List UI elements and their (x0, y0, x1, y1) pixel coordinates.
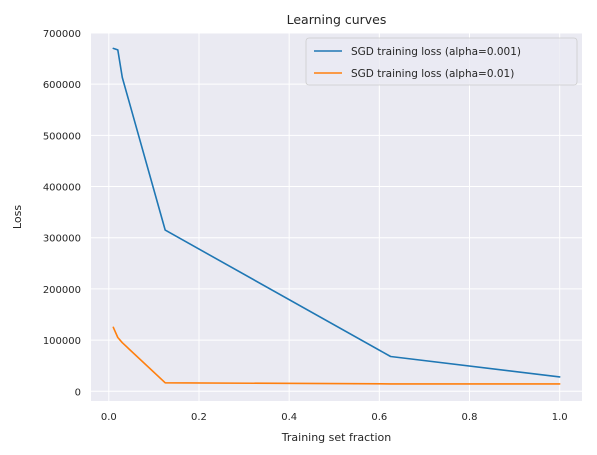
x-tick-label: 0.2 (191, 412, 207, 423)
x-axis-label: Training set fraction (281, 431, 391, 444)
series-lines (112, 47, 561, 385)
series-line-2 (112, 326, 561, 385)
legend-label-1: SGD training loss (alpha=0.001) (351, 46, 521, 58)
plot-area (91, 33, 582, 401)
x-tick-label: 0.0 (101, 412, 117, 423)
y-tick-label: 100000 (43, 336, 81, 347)
x-tick-label: 0.8 (462, 412, 478, 423)
tick-labels: 0.0 0.2 0.4 0.6 0.8 1.0 0 100000 200000 300000 400… (43, 29, 568, 423)
legend: SGD training loss (alpha=0.001) SGD train… (305, 37, 578, 86)
y-tick-label: 400000 (43, 183, 81, 194)
x-tick-label: 1.0 (552, 412, 568, 423)
y-tick-label: 700000 (43, 29, 81, 40)
chart-title: Learning curves (287, 12, 387, 27)
legend-box (305, 37, 578, 86)
y-tick-label: 600000 (43, 80, 81, 91)
y-tick-label: 200000 (43, 285, 81, 296)
x-tick-label: 0.6 (371, 412, 387, 423)
y-tick-label: 0 (75, 387, 81, 398)
x-tick-label: 0.4 (281, 412, 297, 423)
legend-label-2: SGD training loss (alpha=0.01) (351, 68, 514, 80)
series-line-1 (112, 47, 561, 378)
y-tick-label: 500000 (43, 131, 81, 142)
y-axis-label: Loss (11, 205, 24, 229)
y-tick-label: 300000 (43, 234, 81, 245)
